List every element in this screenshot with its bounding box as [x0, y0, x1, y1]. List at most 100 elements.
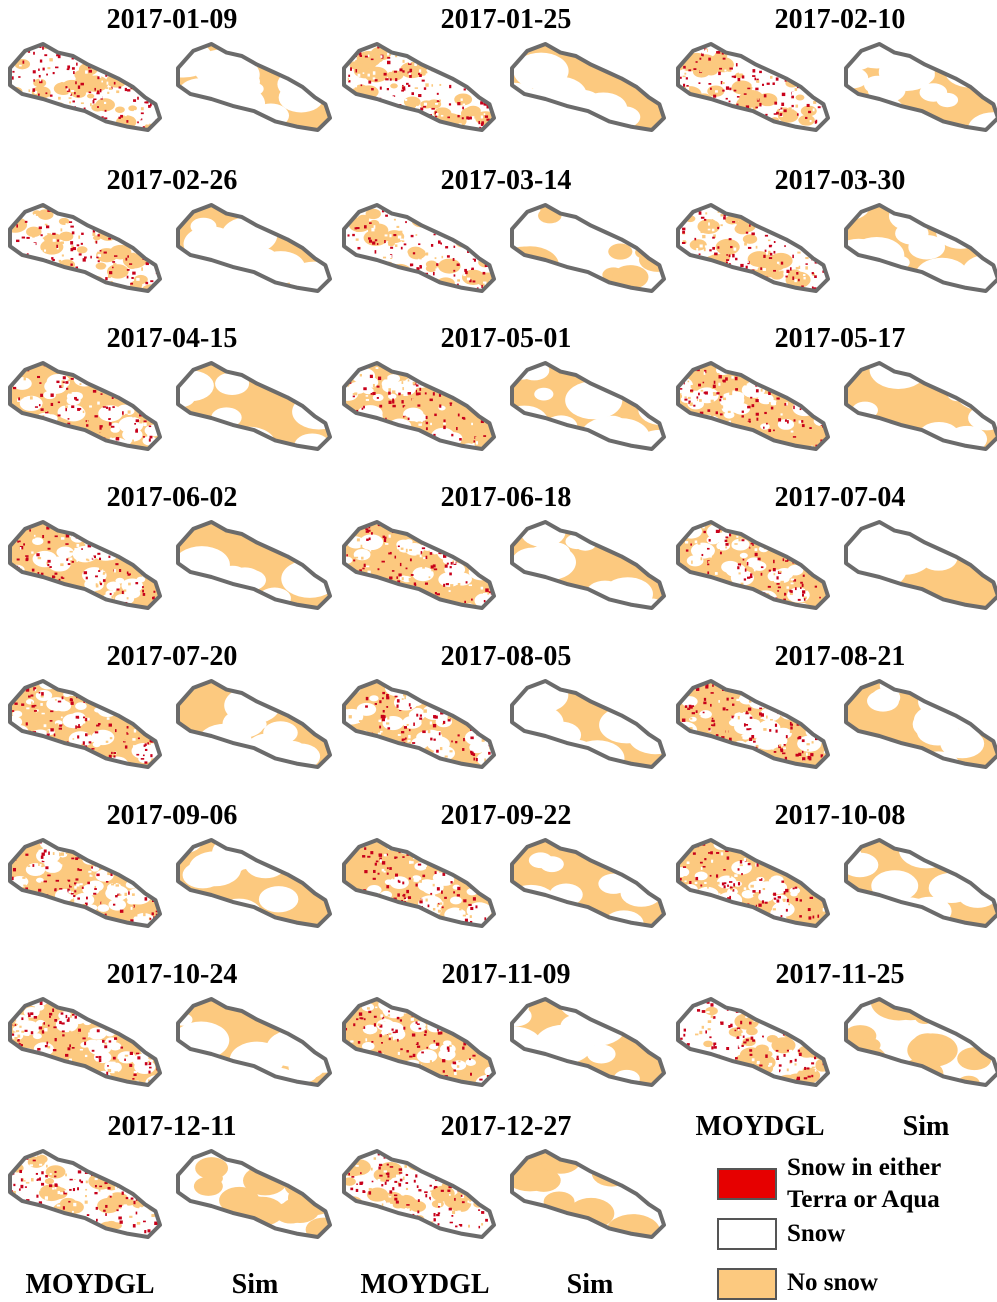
map-obs — [678, 840, 828, 926]
map-obs — [678, 681, 828, 767]
map-obs — [344, 205, 494, 291]
map-obs — [678, 999, 828, 1085]
map-obs — [10, 44, 160, 130]
basin-outline — [676, 997, 830, 1087]
map-sim — [178, 1151, 330, 1237]
basin-outline — [8, 42, 162, 132]
panel-date: 2017-05-17 — [774, 323, 906, 354]
basin-outline — [676, 838, 830, 928]
panel-date: 2017-07-04 — [774, 482, 906, 513]
legend-swatch — [717, 1218, 777, 1250]
basin-outline — [176, 361, 332, 451]
panel-date: 2017-07-20 — [106, 641, 238, 672]
map-sim — [512, 522, 664, 608]
basin-outline — [8, 1149, 162, 1239]
panel-date: 2017-02-26 — [106, 165, 238, 196]
basin-outline — [342, 838, 496, 928]
basin-outline — [844, 203, 997, 293]
basin-outline — [844, 42, 997, 132]
basin-outline — [176, 42, 332, 132]
basin-outline — [844, 838, 997, 928]
legend-swatch — [717, 1268, 777, 1300]
basin-outline — [510, 838, 666, 928]
map-obs — [344, 840, 494, 926]
basin-outline — [676, 203, 830, 293]
legend-header: Sim — [902, 1111, 950, 1142]
basin-outline — [510, 361, 666, 451]
panel-date: 2017-06-02 — [106, 482, 238, 513]
basin-outline — [342, 520, 496, 610]
legend-swatch — [717, 1168, 777, 1200]
basin-outline — [176, 997, 332, 1087]
column-label: Sim — [231, 1269, 279, 1300]
map-obs — [10, 999, 160, 1085]
panel-date: 2017-04-15 — [106, 323, 238, 354]
panel-date: 2017-08-21 — [774, 641, 906, 672]
map-obs — [678, 522, 828, 608]
basin-outline — [342, 1149, 496, 1239]
basin-outline — [342, 203, 496, 293]
basin-outline — [342, 361, 496, 451]
map-sim — [178, 44, 330, 130]
basin-outline — [8, 997, 162, 1087]
basin-outline — [844, 361, 997, 451]
column-label: MOYDGL — [25, 1269, 155, 1300]
map-sim — [178, 840, 330, 926]
map-obs — [344, 522, 494, 608]
panel-date: 2017-03-30 — [774, 165, 906, 196]
basin-outline — [510, 1149, 666, 1239]
panel-date: 2017-10-08 — [774, 800, 906, 831]
basin-outline — [176, 520, 332, 610]
legend-label: No snow — [787, 1269, 878, 1296]
legend-label: Snow in either Terra or Aqua — [787, 1154, 941, 1213]
basin-outline — [176, 838, 332, 928]
basin-outline — [342, 42, 496, 132]
panel-date: 2017-09-22 — [440, 800, 572, 831]
basin-outline — [510, 997, 666, 1087]
map-obs — [344, 44, 494, 130]
panel-date: 2017-06-18 — [440, 482, 572, 513]
map-obs — [10, 1151, 160, 1237]
map-obs — [10, 363, 160, 449]
basin-outline — [176, 679, 332, 769]
basin-outline — [8, 203, 162, 293]
panel-date: 2017-10-24 — [106, 959, 238, 990]
basin-outline — [844, 997, 997, 1087]
map-obs — [344, 1151, 494, 1237]
legend-label: Snow — [787, 1220, 846, 1247]
panel-date: 2017-03-14 — [440, 165, 572, 196]
panel-date: 2017-12-27 — [440, 1111, 572, 1142]
basin-outline — [8, 838, 162, 928]
map-sim — [846, 522, 997, 608]
basin-outline — [844, 520, 997, 610]
map-obs — [10, 522, 160, 608]
basin-outline — [176, 1149, 332, 1239]
panel-date: 2017-12-11 — [107, 1111, 237, 1142]
basin-outline — [510, 520, 666, 610]
panel-date: 2017-01-25 — [440, 4, 572, 35]
basin-outline — [510, 679, 666, 769]
panel-date: 2017-02-10 — [774, 4, 906, 35]
basin-outline — [176, 203, 332, 293]
panel-date: 2017-01-09 — [106, 4, 238, 35]
column-label: MOYDGL — [360, 1269, 490, 1300]
basin-outline — [676, 520, 830, 610]
panel-date: 2017-05-01 — [440, 323, 572, 354]
basin-outline — [844, 679, 997, 769]
basin-outline — [8, 520, 162, 610]
panel-date: 2017-08-05 — [440, 641, 572, 672]
panel-date: 2017-09-06 — [106, 800, 238, 831]
basin-outline — [676, 42, 830, 132]
map-sim — [178, 681, 330, 767]
column-label: Sim — [566, 1269, 614, 1300]
map-obs — [678, 44, 828, 130]
map-sim — [512, 840, 664, 926]
basin-outline — [8, 361, 162, 451]
basin-outline — [676, 679, 830, 769]
legend-header: MOYDGL — [695, 1111, 825, 1142]
panel-date: 2017-11-09 — [441, 959, 571, 990]
map-obs — [678, 205, 828, 291]
basin-outline — [510, 42, 666, 132]
map-obs — [344, 999, 494, 1085]
